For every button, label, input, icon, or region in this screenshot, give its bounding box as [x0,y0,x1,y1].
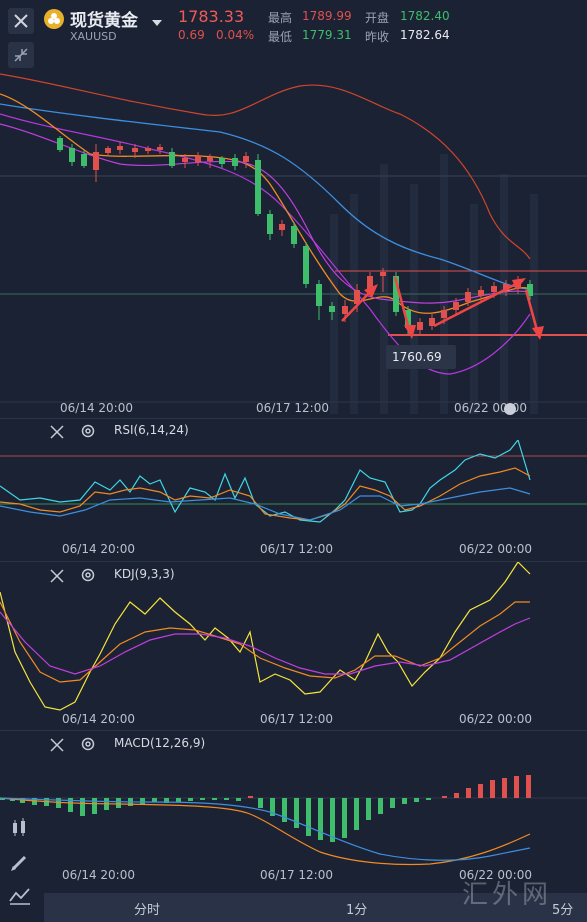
macd-chart [0,775,587,866]
tab-timeshare[interactable]: 分时 [134,903,161,918]
fullscreen-toggle-button[interactable] [8,42,34,68]
high-value: 1789.99 [302,9,352,23]
caret-down-icon[interactable] [152,12,162,31]
watermark: 汇外网 [462,880,553,910]
close-icon [50,569,64,583]
open-value: 1782.40 [400,9,450,23]
price-change: 0.69 [178,28,205,42]
time-label: 06/14 20:00 [62,868,135,882]
drawing-tools-sidebar [0,815,40,905]
price-change-pct: 0.04% [216,28,255,42]
kdj-settings-button[interactable] [80,567,96,587]
rsi-chart [0,440,587,523]
symbol-code: XAUUSD [70,30,117,43]
gear-icon [81,737,95,751]
tab-1min[interactable]: 1分 [346,903,368,918]
time-label: 06/22 00:00 [459,712,532,726]
close-icon [50,738,64,752]
close-kdj-button[interactable] [50,568,64,587]
scroll-handle[interactable] [504,403,516,415]
time-label: 06/22 00:00 [454,401,527,415]
close-macd-button[interactable] [50,737,64,756]
time-label: 06/17 12:00 [256,401,329,415]
macd-label: MACD(12,26,9) [114,736,206,750]
close-button[interactable] [8,8,34,34]
close-icon [50,425,64,439]
time-label: 06/14 20:00 [60,401,133,415]
divider [0,730,587,731]
time-label: 06/22 00:00 [459,542,532,556]
candlestick-icon [13,818,25,836]
shrink-icon [14,48,28,62]
time-label: 06/14 20:00 [62,542,135,556]
line-chart-icon [9,888,30,905]
indicator-tool-button[interactable] [5,815,35,841]
gold-symbol-icon [44,9,64,29]
draw-tool-button[interactable] [5,849,35,875]
time-label: 06/17 12:00 [260,712,333,726]
low-value: 1779.31 [302,28,352,42]
rsi-settings-button[interactable] [80,423,96,443]
kdj-label: KDJ(9,3,3) [114,567,175,581]
close-rsi-button[interactable] [50,424,64,443]
symbol-name[interactable]: 现货黄金 [70,11,138,31]
high-label: 最高 [268,11,293,25]
time-label: 06/14 20:00 [62,712,135,726]
kdj-chart [0,562,531,711]
time-label: 06/17 12:00 [260,542,333,556]
prev-close-value: 1782.64 [400,28,450,42]
prev-close-label: 昨收 [365,30,390,44]
time-label: 06/17 12:00 [260,868,333,882]
macd-settings-button[interactable] [80,736,96,756]
current-price: 1783.33 [178,7,245,26]
header: 现货黄金 XAUUSD 1783.33 0.69 0.04% 最高 1789.9… [0,0,587,44]
open-label: 开盘 [365,11,390,25]
time-label: 06/22 00:00 [459,868,532,882]
gear-icon [81,424,95,438]
timeframe-tabs: 分时 1分 5分 [44,893,587,922]
low-price-marker: 1760.69 [386,345,456,369]
trend-tool-button[interactable] [5,883,35,909]
divider [0,418,587,419]
rsi-label: RSI(6,14,24) [114,423,189,437]
gear-icon [81,568,95,582]
low-price-marker-text: 1760.69 [392,350,442,364]
tab-5min[interactable]: 5分 [552,903,574,918]
main-candle-chart[interactable] [0,44,587,418]
close-icon [14,14,28,28]
pencil-icon [11,855,27,871]
low-label: 最低 [268,30,293,44]
divider [0,561,587,562]
